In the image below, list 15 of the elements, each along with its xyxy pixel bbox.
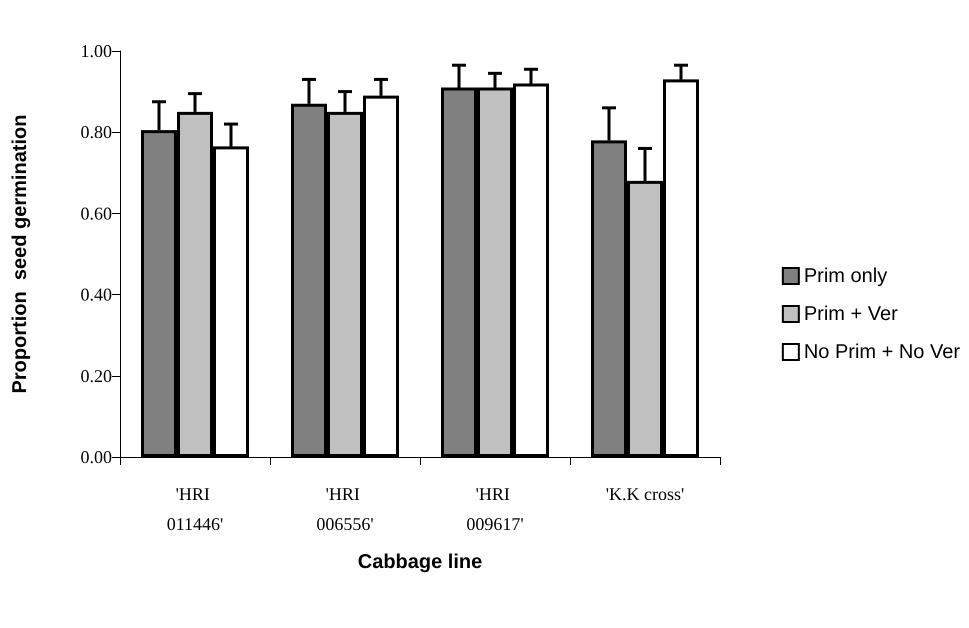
y-tick-label: 0.60 [80,203,112,224]
y-tick-label: 0.80 [80,122,112,142]
legend-label: No Prim + No Ver [804,341,960,363]
y-tick-label: 0.00 [80,447,112,467]
y-axis-title: Proportion seed germination [9,114,31,394]
y-tick-label: 0.20 [80,366,112,386]
legend-label: Prim only [804,265,888,287]
y-tick-label: 1.00 [80,41,112,61]
legend-label: Prim + Ver [804,303,898,325]
y-tick-label: 0.40 [80,284,112,305]
x-tick-label: 'HRI 011446' [166,484,224,534]
x-tick-label: 'HRI 009617' [466,484,524,534]
x-axis-title: Cabbage line [358,551,482,573]
x-tick-label: 'HRI 006556' [316,484,374,534]
x-tick-label: 'K.K cross' [606,484,684,504]
